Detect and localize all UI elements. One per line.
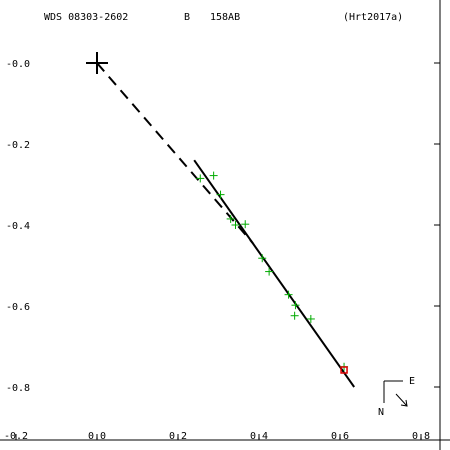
- observation-point: [241, 220, 250, 229]
- observation-point: [306, 314, 315, 323]
- compass-motion-arrow: [395, 393, 408, 407]
- x-tick-label: -0.2: [4, 431, 28, 442]
- x-tick-label: 0.4: [250, 431, 268, 442]
- x-tick-label: 0.2: [169, 431, 187, 442]
- y-axis-ticks: -0.0 -0.2 -0.4 -0.6 -0.8: [6, 59, 440, 394]
- y-tick-label: -0.0: [6, 59, 30, 70]
- header-designation: WDS 08303-2602: [44, 12, 128, 23]
- y-tick-label: -0.4: [6, 221, 30, 232]
- observation-point: [226, 214, 235, 223]
- periastron-dashed-line: [96, 62, 254, 244]
- observation-point: [196, 174, 205, 183]
- x-tick-label: 0.8: [412, 431, 430, 442]
- compass-north-label: N: [378, 407, 384, 418]
- header-reference: (Hrt2017a): [343, 12, 403, 23]
- observation-point: [291, 301, 300, 310]
- header-discoverer: 158AB: [210, 12, 240, 23]
- observation-point: [209, 171, 218, 180]
- latest-observation-point: [340, 366, 348, 374]
- x-tick-label: 0.6: [331, 431, 349, 442]
- compass-arrow-head: [400, 399, 408, 407]
- observation-point: [216, 190, 225, 199]
- y-tick-label: -0.8: [6, 383, 30, 394]
- x-tick-label: 0.0: [88, 431, 106, 442]
- observation-point: [231, 221, 240, 229]
- chart-marks: [86, 52, 355, 388]
- y-tick-label: -0.2: [6, 140, 30, 151]
- x-axis-ticks: -0.2 0.0 0.2 0.4 0.6 0.8: [4, 431, 430, 442]
- observation-point: [265, 267, 274, 276]
- primary-star-marker: [86, 52, 108, 74]
- compass-rose: N E: [378, 376, 415, 418]
- observation-point: [290, 311, 299, 320]
- observation-point: [258, 254, 267, 263]
- compass-east-label: E: [409, 376, 415, 387]
- header-grade: B: [184, 12, 190, 23]
- y-tick-label: -0.6: [6, 302, 30, 313]
- observation-point: [284, 290, 293, 299]
